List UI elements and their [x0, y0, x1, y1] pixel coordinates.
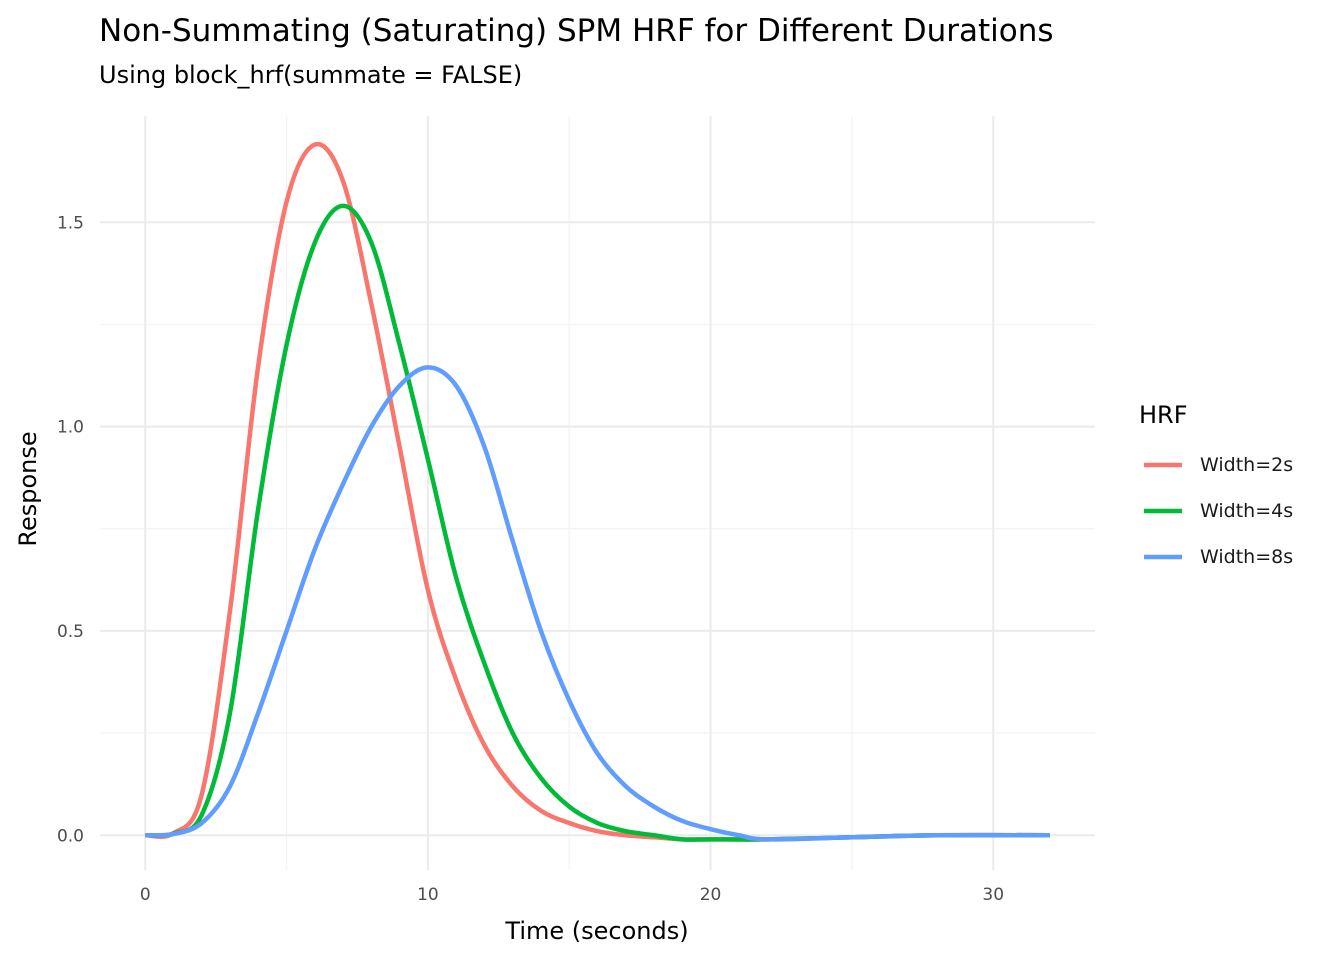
x-tick-label: 30 — [982, 885, 1004, 905]
series-lines — [145, 141, 1050, 842]
legend-label: Width=4s — [1200, 500, 1293, 522]
legend-title: HRF — [1139, 401, 1188, 429]
series-line-width-8s — [145, 365, 1050, 842]
x-tick-label: 0 — [140, 885, 151, 905]
y-axis-label: Response — [14, 431, 42, 546]
x-axis-label: Time (seconds) — [504, 917, 688, 945]
y-tick-label: 0.5 — [57, 622, 84, 642]
chart-subtitle: Using block_hrf(summate = FALSE) — [99, 61, 522, 89]
series-line-width-4s — [145, 203, 1050, 842]
legend-label: Width=2s — [1200, 454, 1293, 476]
series-line-width-2s — [145, 141, 1050, 842]
chart-title: Non-Summating (Saturating) SPM HRF for D… — [99, 13, 1054, 49]
legend-label: Width=8s — [1200, 546, 1293, 568]
y-tick-label: 0.0 — [57, 826, 84, 846]
y-tick-label: 1.0 — [57, 418, 84, 438]
legend: Width=2s Width=4s Width=8s — [1144, 454, 1293, 568]
y-axis-ticks: 0.0 0.5 1.0 1.5 — [57, 213, 84, 846]
x-tick-label: 20 — [700, 885, 722, 905]
y-tick-label: 1.5 — [57, 213, 84, 233]
x-tick-label: 10 — [417, 885, 439, 905]
x-axis-ticks: 0 10 20 30 — [140, 885, 1004, 905]
